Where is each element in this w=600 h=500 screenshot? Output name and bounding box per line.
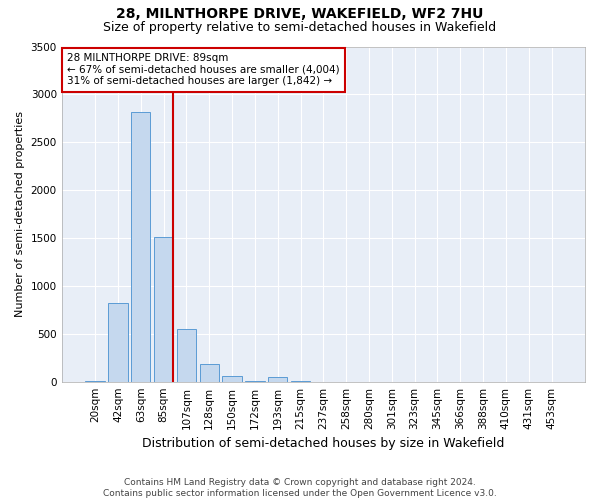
Bar [154,237,173,382]
Bar [108,303,128,382]
Text: 28, MILNTHORPE DRIVE, WAKEFIELD, WF2 7HU: 28, MILNTHORPE DRIVE, WAKEFIELD, WF2 7HU [116,8,484,22]
Bar [245,380,265,382]
Text: Contains HM Land Registry data © Crown copyright and database right 2024.
Contai: Contains HM Land Registry data © Crown c… [103,478,497,498]
Text: 28 MILNTHORPE DRIVE: 89sqm
← 67% of semi-detached houses are smaller (4,004)
31%: 28 MILNTHORPE DRIVE: 89sqm ← 67% of semi… [67,53,340,86]
Text: Size of property relative to semi-detached houses in Wakefield: Size of property relative to semi-detach… [103,21,497,34]
Bar [268,378,287,382]
Bar [223,376,242,382]
Bar [200,364,219,382]
Bar [291,380,310,382]
Bar [131,112,151,382]
X-axis label: Distribution of semi-detached houses by size in Wakefield: Distribution of semi-detached houses by … [142,437,505,450]
Y-axis label: Number of semi-detached properties: Number of semi-detached properties [15,111,25,317]
Bar [177,329,196,382]
Bar [85,380,105,382]
